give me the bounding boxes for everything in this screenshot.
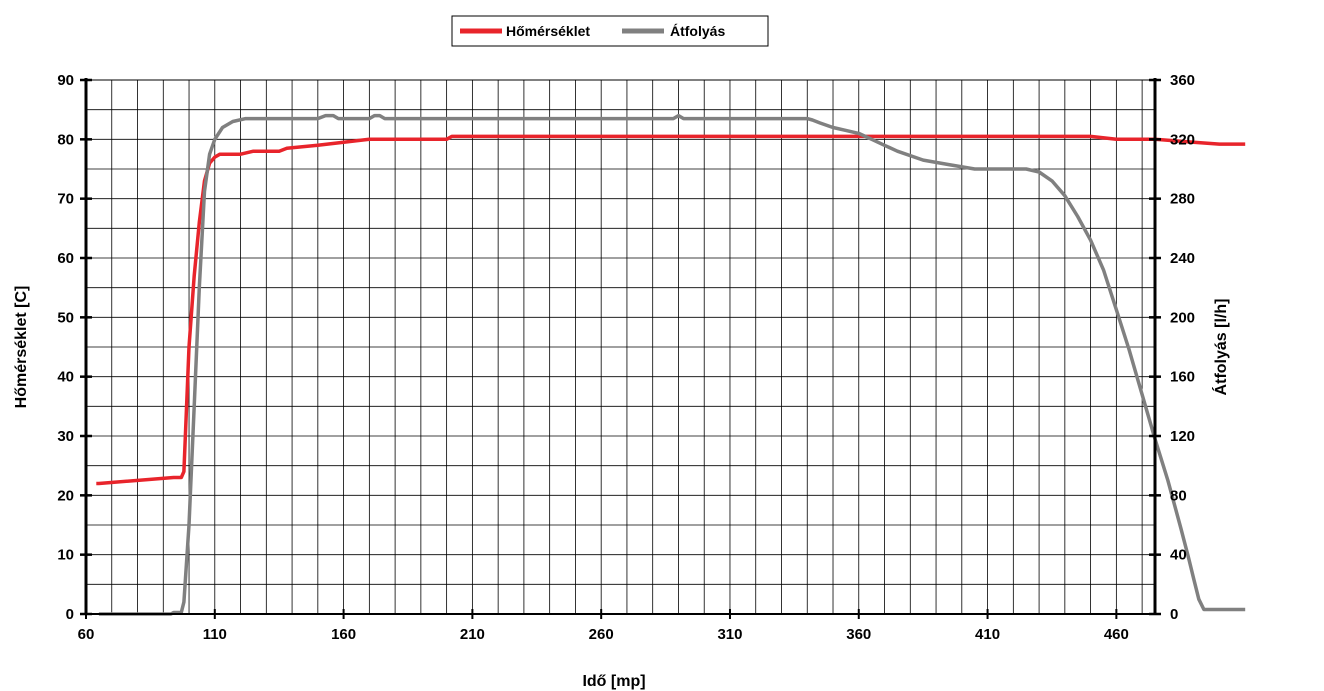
y-left-tick-label: 20: [57, 487, 74, 504]
series-layer: [96, 113, 1246, 616]
y-axis-left-label: Hőmérséklet [C]: [13, 286, 30, 409]
y-right-tick-label: 240: [1170, 250, 1195, 267]
y-left-tick-label: 50: [57, 309, 74, 326]
y-right-tick-label: 160: [1170, 369, 1195, 386]
y-left-tick-label: 90: [57, 72, 74, 89]
y-right-tick-label: 280: [1170, 191, 1195, 208]
y-left-tick-label: 70: [57, 191, 74, 208]
x-tick-label: 110: [203, 626, 227, 643]
y-right-tick-label: 200: [1170, 309, 1195, 326]
y-left-tick-label: 0: [66, 606, 74, 623]
x-tick-label: 360: [846, 626, 871, 643]
tick-layer: 0 10 20 30 40 50 60 70 80 90 0 40 80 120 160 200 240 280 3…: [57, 72, 1195, 643]
x-tick-label: 60: [78, 626, 95, 643]
x-axis-label: Idő [mp]: [582, 673, 645, 690]
legend-box: [451, 15, 769, 47]
y-right-tick-label: 40: [1170, 547, 1187, 564]
y-left-tick-label: 40: [57, 369, 74, 386]
legend: Hőmérséklet Átfolyás: [451, 15, 769, 47]
y-left-tick-label: 30: [57, 428, 74, 445]
series-line-homerseklet: [96, 134, 1246, 486]
legend-label-atfolyas: Átfolyás: [670, 23, 725, 39]
y-right-tick-label: 80: [1170, 487, 1187, 504]
x-tick-label: 460: [1104, 626, 1129, 643]
y-right-tick-label: 320: [1170, 131, 1195, 148]
legend-label-homerseklet: Hőmérséklet: [506, 23, 590, 39]
x-tick-label: 410: [975, 626, 1000, 643]
y-right-tick-label: 360: [1170, 72, 1195, 89]
x-tick-label: 260: [589, 626, 614, 643]
y-left-tick-label: 60: [57, 250, 74, 267]
y-right-tick-label: 0: [1170, 606, 1178, 623]
grid: [85, 79, 1155, 615]
y-axis-right-label: Átfolyás [l/h]: [1211, 299, 1230, 396]
x-tick-label: 310: [717, 626, 742, 643]
x-tick-label: 210: [460, 626, 485, 643]
y-right-tick-label: 120: [1170, 428, 1195, 445]
series-line-atfolyas: [98, 113, 1246, 616]
y-left-tick-label: 80: [57, 131, 74, 148]
y-left-tick-label: 10: [57, 547, 74, 564]
x-tick-label: 160: [331, 626, 356, 643]
